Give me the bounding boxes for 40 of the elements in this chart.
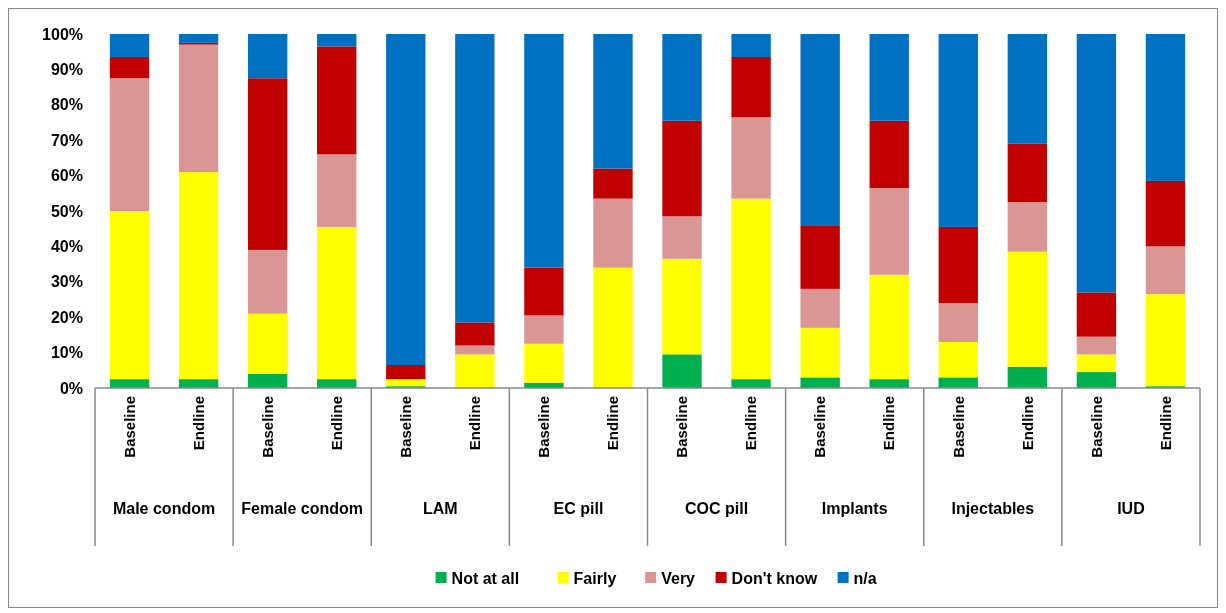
x-tick-label: Baseline [120, 396, 138, 458]
text: Injectables [951, 500, 1035, 517]
text: Male condom [112, 500, 216, 517]
legend-label: Fairly [573, 569, 617, 587]
legend-label: n/a [853, 569, 877, 587]
x-tick-label: Baseline [811, 396, 829, 458]
y-tick-label: 80% [50, 96, 83, 114]
legend-label: Very [661, 569, 696, 587]
x-tick-label: Endline [1156, 396, 1174, 451]
text: EC pill [553, 500, 604, 517]
x-tick-label: Endline [880, 396, 898, 451]
y-tick-label: 30% [50, 273, 83, 291]
x-tick-label: Endline [1018, 396, 1036, 451]
legend-label: Not at all [451, 569, 520, 587]
y-tick-label: 90% [50, 61, 83, 78]
text: IUD [1117, 500, 1145, 517]
x-tick-label: Baseline [535, 396, 553, 458]
x-tick-label: Baseline [949, 396, 967, 458]
x-tick-label: Endline [604, 396, 622, 451]
x-tick-label: Baseline [397, 396, 415, 458]
x-tick-label: Baseline [1087, 396, 1105, 458]
x-tick-label: Endline [327, 396, 345, 451]
legend-label: Don't know [731, 569, 818, 587]
x-tick-label: Endline [189, 396, 207, 451]
x-tick-label: Baseline [258, 396, 276, 458]
y-tick-label: 40% [50, 238, 83, 255]
text: Female condom [241, 500, 364, 517]
x-tick-label: Baseline [673, 396, 691, 458]
x-tick-label: Endline [742, 396, 760, 451]
y-tick-label: 10% [50, 344, 83, 362]
y-tick-label: 20% [50, 308, 83, 326]
text: LAM [422, 500, 458, 517]
text: COC pill [685, 500, 749, 517]
x-tick-label: Endline [466, 396, 484, 451]
text: Implants [821, 500, 888, 517]
y-tick-label: 0% [59, 379, 83, 397]
y-tick-label: 60% [50, 167, 83, 185]
y-tick-label: 50% [50, 202, 83, 220]
y-tick-label: 70% [50, 131, 83, 149]
y-tick-label: 100% [42, 25, 83, 43]
